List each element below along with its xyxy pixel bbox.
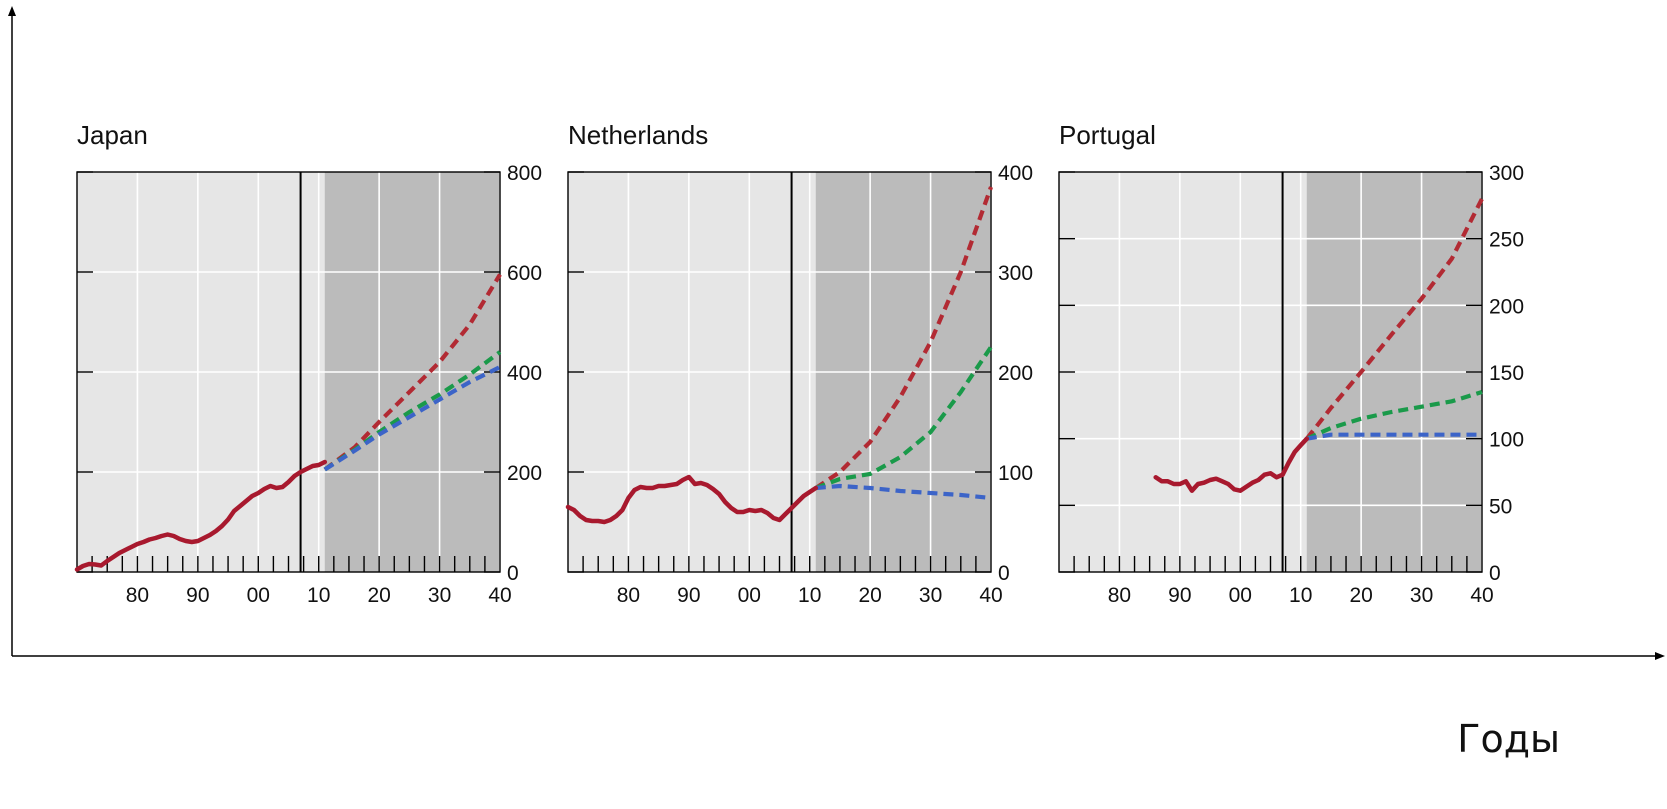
y-tick-label: 300 [998, 262, 1033, 285]
y-tick-label: 50 [1489, 495, 1512, 518]
x-tick-label: 20 [367, 584, 390, 607]
x-tick-label: 20 [1349, 584, 1372, 607]
y-tick-label: 0 [507, 562, 519, 585]
projection-series-line-3 [815, 483, 992, 501]
x-tick-label: 80 [126, 584, 149, 607]
historical-series-line [565, 474, 819, 525]
y-tick-label: 300 [1489, 162, 1524, 185]
outer-x-arrow-icon [1655, 652, 1665, 660]
x-tick-label: 30 [1410, 584, 1433, 607]
y-tick-label: 0 [998, 562, 1010, 585]
x-tick-label: 30 [428, 584, 451, 607]
x-tick-label: 10 [798, 584, 821, 607]
panel-japan: Japan 80 90 00 10 20 30 400 200 400 600 800 [74, 120, 542, 607]
x-tick-label: 10 [307, 584, 330, 607]
y-tick-label: 400 [998, 162, 1033, 185]
projection-series-line-2 [1305, 389, 1483, 441]
projection-series-line-1 [1305, 197, 1484, 440]
projection-series-line-3 [1306, 432, 1482, 441]
x-tick-label: 30 [919, 584, 942, 607]
x-tick-label: 80 [617, 584, 640, 607]
outer-axes: Годы [8, 6, 1665, 761]
x-tick-label: 90 [677, 584, 700, 607]
y-tick-label: 100 [1489, 429, 1524, 452]
x-tick-label: 40 [979, 584, 1002, 607]
x-tick-label: 00 [247, 584, 270, 607]
y-tick-label: 200 [998, 362, 1033, 385]
x-tick-label: 80 [1108, 584, 1131, 607]
panel-netherlands: Netherlands 80 90 00 10 20 30 400 100 200 300 400 [565, 120, 1033, 607]
projection-series-line-2 [815, 345, 993, 490]
panel-portugal: Portugal 80 90 00 10 20 30 400 50 100 150 200 250 300 [1058, 120, 1524, 607]
y-tick-label: 200 [1489, 295, 1524, 318]
projection-series-line-1 [814, 186, 993, 490]
y-tick-label: 150 [1489, 362, 1524, 385]
outer-y-arrow-icon [8, 6, 16, 16]
x-tick-label: 00 [1229, 584, 1252, 607]
x-tick-label: 10 [1289, 584, 1312, 607]
y-tick-label: 100 [998, 462, 1033, 485]
y-tick-label: 200 [507, 462, 542, 485]
historical-series-line [74, 459, 328, 572]
x-tick-label: 20 [858, 584, 881, 607]
y-tick-label: 250 [1489, 229, 1524, 252]
projection-series-line-3 [323, 365, 501, 472]
x-tick-label: 40 [488, 584, 511, 607]
y-tick-label: 400 [507, 362, 542, 385]
x-tick-label: 90 [1168, 584, 1191, 607]
x-tick-label: 90 [186, 584, 209, 607]
panel-title: Japan [77, 120, 148, 150]
panel-title: Netherlands [568, 120, 708, 150]
x-tick-label: 40 [1470, 584, 1493, 607]
panel-title: Portugal [1059, 120, 1156, 150]
outer-x-label: Годы [1457, 717, 1560, 761]
y-tick-label: 600 [507, 262, 542, 285]
y-tick-label: 800 [507, 162, 542, 185]
historical-series-line [1153, 436, 1310, 493]
y-tick-label: 0 [1489, 562, 1501, 585]
x-tick-label: 00 [738, 584, 761, 607]
